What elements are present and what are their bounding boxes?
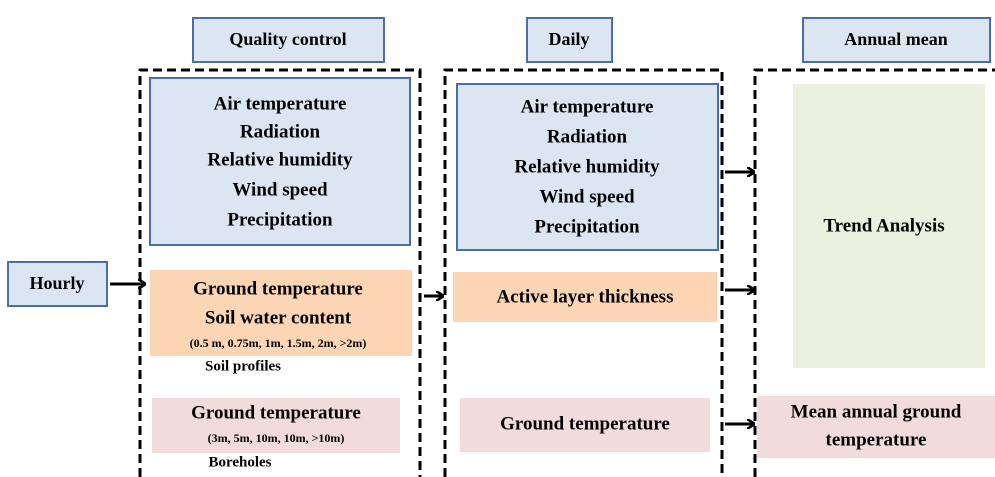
mean-ground-label: Mean annual ground [791,401,962,422]
meteo-label: Air temperature [521,96,654,117]
borehole-box [152,398,400,453]
borehole-label: Ground temperature [191,402,361,423]
soil-box [150,270,412,356]
header: Annual mean [844,29,948,49]
meteo-box [456,83,719,251]
header-box [192,17,385,63]
soil-depths: (0.5 m, 0.75m, 1m, 1.5m, 2m, >2m) [190,336,367,350]
meteo-box [149,77,411,246]
column-frame [753,68,995,477]
meteo-label: Radiation [240,121,321,142]
column-frame [138,68,422,477]
header-box [526,17,613,63]
meteo-label: Wind speed [232,179,328,200]
ground-box [460,398,710,452]
trend-box [793,84,985,368]
column-frame [443,68,724,477]
trend-label: Trend Analysis [823,215,944,236]
active-layer-box [453,272,717,322]
header-box [7,261,108,307]
meteo-label: Relative humidity [207,149,353,170]
meteo-label: Precipitation [227,209,333,230]
meteo-label: Precipitation [534,216,640,237]
meteo-label: Relative humidity [514,156,660,177]
meteo-label: Air temperature [214,93,347,114]
borehole-source: Boreholes [208,454,271,470]
ground-label: Ground temperature [500,413,670,434]
soil-label: Ground temperature [193,278,363,299]
meteo-label: Wind speed [539,186,635,207]
header: Hourly [29,273,84,293]
soil-source: Soil profiles [205,358,281,374]
mean-ground-box [757,396,995,458]
meteo-label: Radiation [547,126,628,147]
header: Quality control [229,29,346,49]
mean-ground-label: temperature [826,429,927,450]
header-box [802,17,991,63]
header: Daily [548,29,589,49]
soil-label: Soil water content [205,307,352,328]
borehole-depths: (3m, 5m, 10m, 10m, >10m) [208,431,345,445]
active-layer-label: Active layer thickness [497,286,674,307]
